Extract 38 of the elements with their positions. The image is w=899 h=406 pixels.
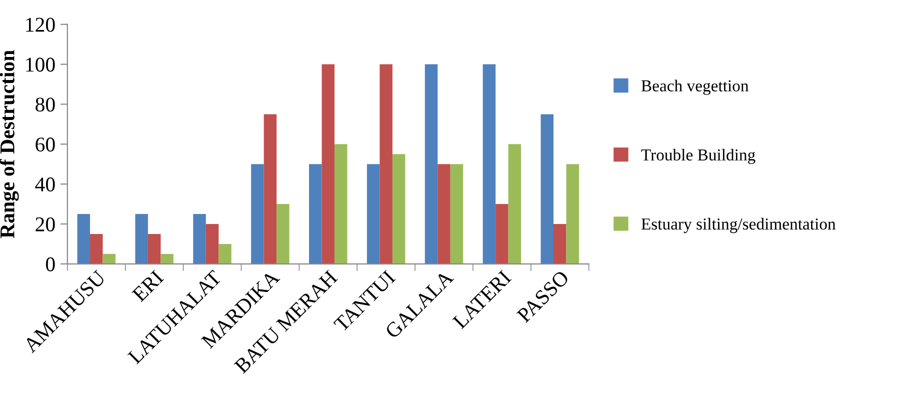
y-tick-label: 80 [36,98,55,112]
bar [380,64,392,264]
bar [102,254,116,264]
bar [424,64,438,264]
legend-label: Beach vegettion [641,80,749,95]
bar [193,214,206,264]
bar [264,114,277,264]
bar [438,164,450,264]
bar [392,154,406,264]
bar [77,214,90,264]
bar [148,234,161,264]
y-axis-title: Range of Destruction [0,50,19,238]
legend-label: Estuary silting/sedimentation [641,218,836,234]
y-tick-label: 40 [35,177,55,192]
bar [540,114,554,264]
bar [566,164,579,264]
bar [450,164,464,264]
y-tick-label: 100 [26,58,55,72]
bar [218,244,232,264]
bar [90,234,103,264]
y-tick-label: 20 [36,217,55,232]
bar [309,164,322,264]
bar [334,144,348,264]
bar [496,204,508,264]
legend-label: Trouble Building [641,148,756,164]
bar [508,144,522,264]
bar [251,164,264,264]
bar [482,64,496,264]
bar [206,224,219,264]
bar [554,224,566,264]
bar [366,164,380,264]
y-tick-label: 0 [46,257,55,272]
bar [276,204,290,264]
bar [160,254,174,264]
y-tick-label: 120 [26,18,55,32]
bar [322,64,335,264]
bar [135,214,148,264]
y-tick-label: 60 [36,138,55,152]
